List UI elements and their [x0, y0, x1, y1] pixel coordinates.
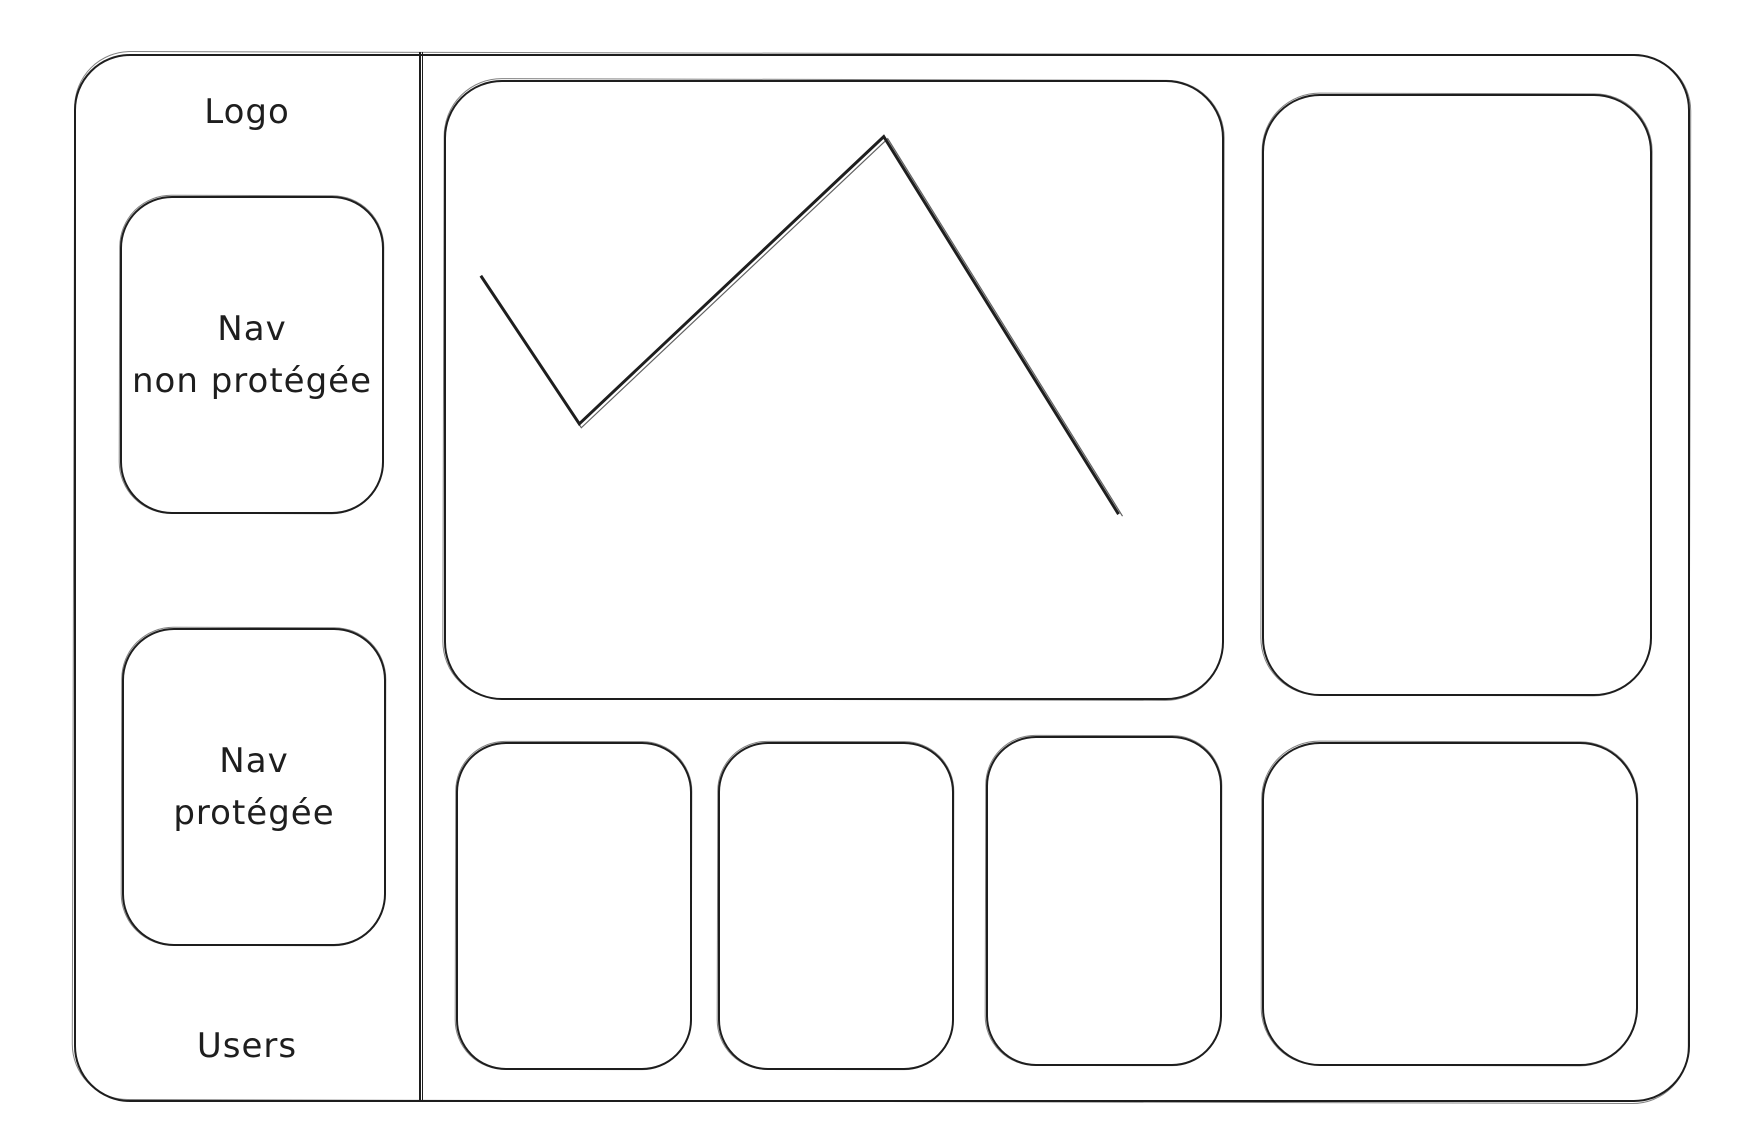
side-panel-card [1262, 94, 1652, 696]
zigzag-line-shadow [482, 137, 1124, 517]
nav-protected-panel[interactable]: Nav protégée [122, 628, 386, 946]
sidebar-divider [419, 52, 423, 1102]
chart-card [444, 80, 1224, 700]
stat-card-2 [718, 742, 954, 1070]
stat-card-1 [456, 742, 692, 1070]
nav-protected-label: Nav protégée [173, 741, 335, 833]
app-frame [74, 54, 1690, 1102]
wide-card [1262, 742, 1638, 1066]
chart-sketch [479, 134, 1124, 517]
logo[interactable]: Logo [204, 92, 290, 132]
users-link[interactable]: Users [196, 1026, 298, 1066]
nav-unprotected-label: Nav non protégée [132, 309, 372, 401]
zigzag-line [479, 134, 1120, 515]
stat-card-3 [986, 736, 1222, 1066]
nav-unprotected-panel[interactable]: Nav non protégée [120, 196, 384, 514]
